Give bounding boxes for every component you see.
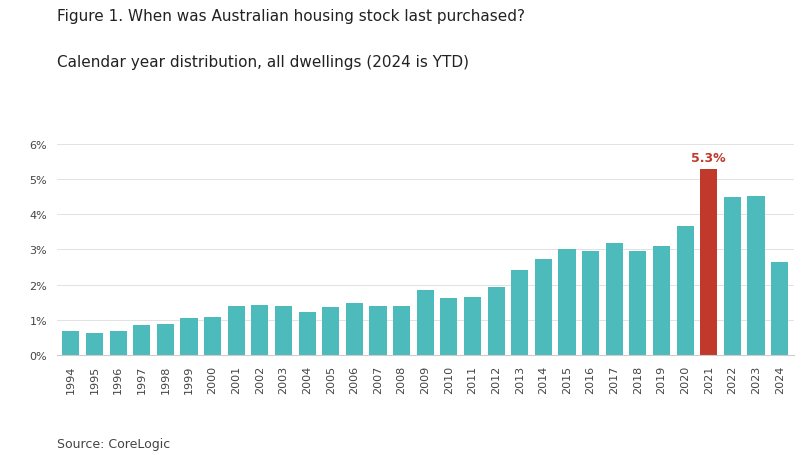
Bar: [582, 252, 599, 355]
Bar: [724, 197, 741, 355]
Bar: [157, 324, 174, 355]
Bar: [204, 318, 221, 355]
Bar: [558, 249, 575, 355]
Bar: [700, 169, 717, 355]
Text: Calendar year distribution, all dwellings (2024 is YTD): Calendar year distribution, all dwelling…: [57, 55, 469, 70]
Bar: [109, 331, 126, 355]
Bar: [346, 303, 363, 355]
Bar: [393, 307, 410, 355]
Bar: [748, 197, 765, 355]
Text: Figure 1. When was Australian housing stock last purchased?: Figure 1. When was Australian housing st…: [57, 9, 525, 24]
Bar: [676, 226, 693, 355]
Bar: [441, 298, 458, 355]
Bar: [275, 306, 292, 355]
Bar: [86, 333, 103, 355]
Bar: [251, 305, 268, 355]
Bar: [369, 307, 386, 355]
Bar: [653, 247, 670, 355]
Bar: [606, 243, 623, 355]
Bar: [464, 297, 481, 355]
Bar: [771, 262, 788, 355]
Text: Source: CoreLogic: Source: CoreLogic: [57, 437, 170, 450]
Text: 5.3%: 5.3%: [692, 151, 726, 164]
Bar: [535, 260, 552, 355]
Bar: [511, 270, 528, 355]
Bar: [416, 290, 433, 355]
Bar: [228, 307, 245, 355]
Bar: [629, 252, 646, 355]
Bar: [133, 325, 150, 355]
Bar: [488, 288, 505, 355]
Bar: [181, 318, 198, 355]
Bar: [62, 331, 79, 355]
Bar: [322, 308, 339, 355]
Bar: [299, 312, 316, 355]
